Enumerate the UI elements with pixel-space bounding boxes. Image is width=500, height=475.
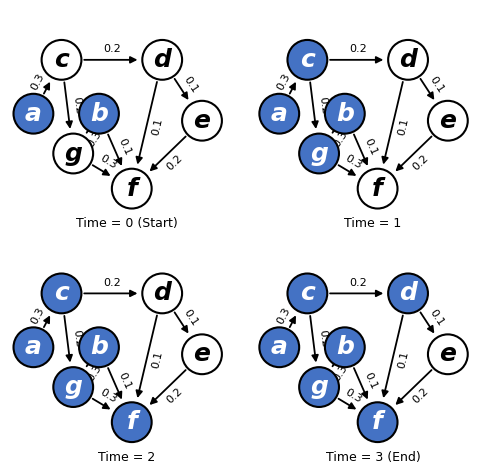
Text: d: d (399, 48, 417, 72)
Text: b: b (336, 335, 354, 359)
Text: b: b (90, 102, 108, 126)
Circle shape (42, 40, 82, 80)
Circle shape (14, 94, 54, 133)
Text: 0.1: 0.1 (428, 308, 446, 328)
Text: 0.3: 0.3 (30, 305, 46, 325)
Circle shape (182, 101, 222, 141)
Text: f: f (126, 177, 137, 200)
Text: a: a (25, 335, 42, 359)
Text: b: b (90, 335, 108, 359)
Text: 0.1: 0.1 (182, 75, 200, 95)
Text: 0.2: 0.2 (318, 96, 330, 115)
Text: 0.2: 0.2 (410, 386, 430, 406)
Text: 0.2: 0.2 (164, 152, 184, 172)
Text: 0.3: 0.3 (276, 72, 292, 92)
Text: g: g (310, 142, 328, 165)
Circle shape (288, 274, 328, 314)
Circle shape (142, 274, 182, 314)
Text: a: a (271, 102, 287, 126)
Text: c: c (300, 48, 315, 72)
Text: 0.1: 0.1 (150, 351, 164, 370)
Text: 0.3: 0.3 (30, 72, 46, 92)
Text: 0.1: 0.1 (150, 117, 164, 136)
Circle shape (54, 367, 93, 407)
Text: 0.2: 0.2 (103, 44, 120, 54)
Text: 0.3: 0.3 (86, 363, 104, 383)
Circle shape (325, 327, 364, 367)
Circle shape (79, 327, 119, 367)
Circle shape (54, 133, 93, 173)
Text: 0.1: 0.1 (182, 308, 200, 328)
Text: 0.2: 0.2 (103, 278, 120, 288)
Text: Time = 2: Time = 2 (98, 451, 156, 464)
Text: f: f (372, 177, 383, 200)
Circle shape (388, 274, 428, 314)
Circle shape (79, 94, 119, 133)
Text: Time = 1: Time = 1 (344, 217, 402, 230)
Circle shape (358, 169, 398, 209)
Text: Time = 3 (End): Time = 3 (End) (326, 451, 420, 464)
Text: f: f (372, 410, 383, 434)
Text: a: a (25, 102, 42, 126)
Text: 0.1: 0.1 (428, 75, 446, 95)
Circle shape (299, 367, 339, 407)
Circle shape (142, 40, 182, 80)
Circle shape (325, 94, 364, 133)
Circle shape (299, 133, 339, 173)
Text: Time = 0 (Start): Time = 0 (Start) (76, 217, 178, 230)
Text: 0.1: 0.1 (117, 370, 133, 390)
Text: f: f (126, 410, 137, 434)
Circle shape (112, 169, 152, 209)
Circle shape (358, 402, 398, 442)
Text: 0.1: 0.1 (396, 117, 410, 136)
Text: 0.3: 0.3 (332, 363, 350, 383)
Circle shape (182, 334, 222, 374)
Text: d: d (154, 281, 171, 305)
Text: d: d (399, 281, 417, 305)
Text: 0.3: 0.3 (86, 129, 104, 150)
Text: 0.3: 0.3 (344, 387, 364, 404)
Circle shape (260, 94, 299, 133)
Text: 0.2: 0.2 (349, 278, 366, 288)
Text: 0.2: 0.2 (349, 44, 366, 54)
Text: 0.3: 0.3 (344, 153, 364, 171)
Text: 0.3: 0.3 (332, 129, 350, 150)
Circle shape (42, 274, 82, 314)
Text: 0.2: 0.2 (72, 330, 84, 348)
Text: 0.3: 0.3 (98, 387, 118, 404)
Text: 0.2: 0.2 (410, 152, 430, 172)
Text: d: d (154, 48, 171, 72)
Text: 0.1: 0.1 (363, 370, 379, 390)
Text: e: e (440, 109, 456, 133)
Text: 0.1: 0.1 (396, 351, 410, 370)
Text: e: e (194, 109, 210, 133)
Circle shape (428, 334, 468, 374)
Text: g: g (310, 375, 328, 399)
Circle shape (388, 40, 428, 80)
Circle shape (288, 40, 328, 80)
Circle shape (112, 402, 152, 442)
Text: c: c (54, 48, 69, 72)
Circle shape (428, 101, 468, 141)
Text: 0.2: 0.2 (318, 330, 330, 348)
Text: e: e (440, 342, 456, 366)
Text: a: a (271, 335, 287, 359)
Text: 0.3: 0.3 (98, 153, 118, 171)
Text: 0.2: 0.2 (164, 386, 184, 406)
Text: 0.2: 0.2 (72, 96, 84, 115)
Text: c: c (300, 281, 315, 305)
Text: g: g (64, 375, 82, 399)
Text: c: c (54, 281, 69, 305)
Text: 0.1: 0.1 (363, 137, 379, 157)
Circle shape (260, 327, 299, 367)
Text: 0.1: 0.1 (117, 137, 133, 157)
Text: 0.3: 0.3 (276, 305, 292, 325)
Circle shape (14, 327, 54, 367)
Text: e: e (194, 342, 210, 366)
Text: g: g (64, 142, 82, 165)
Text: b: b (336, 102, 354, 126)
